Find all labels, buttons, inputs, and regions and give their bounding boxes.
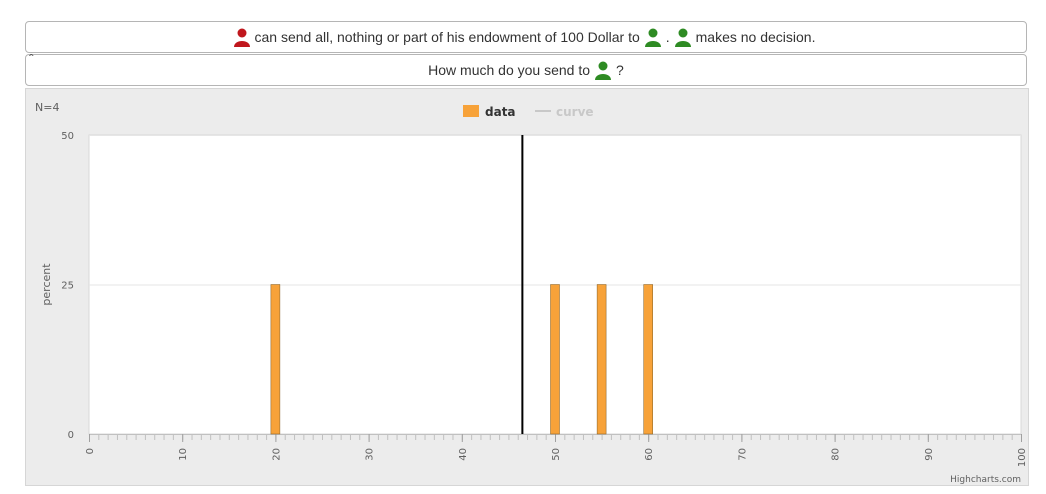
chart-panel: 0 25 50 percent N=4 0 10 20 30 40 50 60 70 80 90 100 dat…: [25, 88, 1029, 486]
collapse-caret-icon[interactable]: ˆ: [29, 51, 34, 67]
n-count-label: N=4: [35, 101, 59, 114]
y-tick-label: 50: [61, 131, 74, 142]
red-person-icon: [233, 28, 250, 47]
x-tick-label: 50: [551, 448, 562, 461]
highcharts-credits-link[interactable]: Highcharts.com: [950, 475, 1021, 485]
x-tick-label: 90: [924, 448, 935, 461]
y-tick-label: 0: [68, 430, 74, 441]
info-box: can send all, nothing or part of his end…: [25, 21, 1027, 53]
y-axis-label: percent: [40, 263, 53, 306]
info-text-2: .: [665, 29, 670, 45]
data-bar[interactable]: [643, 284, 653, 435]
data-bar[interactable]: [550, 284, 560, 435]
data-bar[interactable]: [270, 284, 281, 435]
x-tick-label: 0: [85, 448, 96, 454]
legend-curve-label[interactable]: curve: [556, 105, 594, 119]
info-text-1: can send all, nothing or part of his end…: [254, 29, 640, 45]
green-person-icon: [644, 28, 661, 47]
red-person-head: [237, 28, 247, 38]
histogram-chart: 0 25 50 percent N=4 0 10 20 30 40 50 60 70 80 90 100 dat…: [35, 101, 1028, 485]
legend-data-label[interactable]: data: [485, 105, 516, 119]
question-text: How much do you send to: [428, 62, 591, 78]
x-tick-label: 70: [737, 448, 748, 461]
x-tick-label: 100: [1017, 448, 1028, 467]
x-tick-label: 40: [458, 448, 469, 461]
info-line: can send all, nothing or part of his end…: [233, 27, 820, 47]
data-bar[interactable]: [596, 284, 607, 435]
y-tick-label: 25: [61, 281, 74, 292]
question-mark: ?: [616, 62, 624, 78]
question-line: How much do you send to ?: [424, 60, 628, 80]
question-box: ˆ How much do you send to ?: [25, 51, 1027, 86]
x-tick-label: 80: [831, 448, 842, 461]
x-tick-label: 60: [644, 448, 655, 461]
green-person-icon: [595, 61, 612, 80]
red-person-body: [233, 41, 250, 47]
info-text-3: makes no decision.: [695, 29, 816, 45]
x-tick-label: 20: [271, 448, 282, 461]
x-tick-label: 10: [178, 448, 189, 461]
green-person-icon: [674, 28, 691, 47]
x-tick-label: 30: [365, 448, 376, 461]
legend-data-swatch[interactable]: [463, 105, 479, 117]
